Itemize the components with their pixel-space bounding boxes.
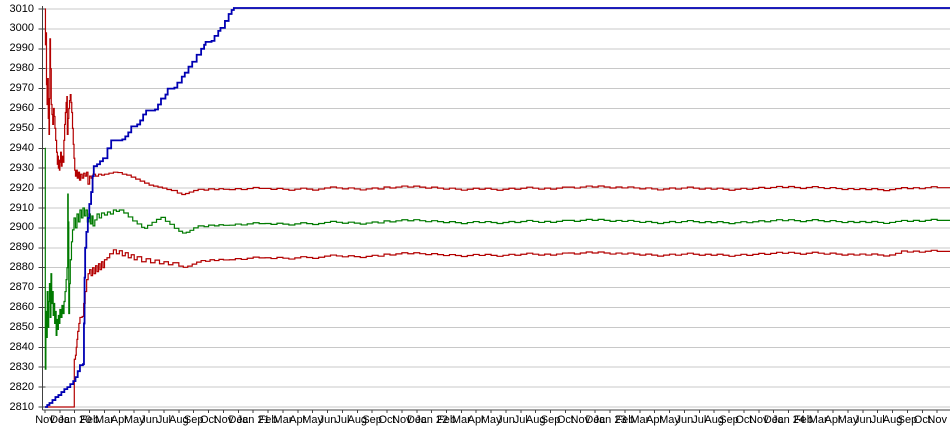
x-axis-tick-label: Aug — [704, 414, 724, 426]
x-axis-tick-label: May — [659, 414, 680, 426]
y-axis-tick-label: 2950 — [9, 121, 34, 134]
x-axis-tick-label: Apr — [110, 414, 128, 426]
x-axis-tick-label: Jan 21 — [236, 414, 270, 426]
x-axis-tick-label: Jan 23 — [593, 414, 627, 426]
y-axis-tick-label: 2970 — [9, 82, 34, 95]
blue-cumulative-line — [45, 7, 950, 408]
x-axis-tick-label: Mar — [451, 414, 471, 426]
x-axis-tick-label: Oct — [378, 414, 396, 426]
x-axis-tick-label: May — [480, 414, 502, 426]
x-axis-tick-label: Nov — [748, 414, 769, 426]
x-axis-tick-label: Jan 22 — [415, 414, 449, 426]
lower-red-band — [45, 249, 950, 408]
x-axis-tick-label: Nov — [392, 414, 412, 426]
x-axis-tick-label: Apr — [646, 414, 664, 426]
x-axis-tick-label: Nov — [213, 414, 234, 426]
x-axis-tick-label: Oct — [556, 414, 574, 426]
x-axis-tick-label: Jun — [318, 414, 337, 426]
y-axis-tick-label: 2810 — [9, 400, 34, 413]
x-axis-tick-label: Dec — [763, 414, 784, 426]
x-axis-tick-label: Aug — [169, 414, 189, 426]
x-axis-tick-label: Mar — [273, 414, 293, 426]
x-axis-tick-label: May — [123, 414, 145, 426]
green-mid-line — [44, 147, 950, 370]
x-axis-tick-label: Oct — [913, 414, 931, 426]
y-axis-tick-label: 2860 — [9, 301, 34, 313]
y-axis-tick-label: 2900 — [9, 221, 34, 234]
x-axis-tick-label: Jun — [140, 414, 158, 426]
y-axis-tick-label: 3000 — [9, 22, 34, 35]
x-axis-tick-label: Feb — [258, 414, 278, 426]
y-axis-tick-label: 2980 — [9, 62, 34, 75]
y-axis-tick-label: 2870 — [9, 281, 34, 294]
y-axis-tick-label: 2920 — [9, 181, 34, 194]
y-axis-tick-label: 2930 — [9, 161, 34, 174]
x-axis-tick-label: Sep — [719, 414, 739, 426]
x-axis-tick-label: Feb — [615, 414, 635, 426]
y-axis-tick-label: 2940 — [9, 141, 34, 154]
x-axis-tick-label: Mar — [630, 414, 650, 426]
x-axis-tick-label: Jul — [513, 414, 528, 426]
x-axis-tick-label: Mar — [94, 414, 114, 426]
x-axis-tick-label: Sep — [183, 414, 204, 426]
y-axis-tick-label: 2880 — [9, 261, 34, 274]
y-axis-tick-label: 2890 — [9, 241, 34, 254]
x-axis-tick-label: Nov — [927, 414, 947, 426]
x-axis-tick-label: Sep — [540, 414, 561, 426]
y-axis-tick-label: 2960 — [9, 102, 34, 114]
y-axis-tick-label: 2850 — [9, 320, 34, 333]
y-axis-tick-label: 2910 — [9, 201, 34, 214]
x-axis-tick-label: Jul — [156, 414, 171, 426]
x-axis-tick-label: Aug — [525, 414, 546, 426]
x-axis-tick-label: Feb — [793, 414, 813, 426]
x-axis-tick-label: Oct — [735, 414, 753, 426]
x-axis-tick-label: May — [302, 414, 324, 426]
x-axis-tick-label: Jun — [497, 414, 515, 426]
y-axis-tick-label: 2820 — [9, 380, 34, 393]
x-axis-tick-label: Aug — [882, 414, 903, 426]
upper-red-band — [44, 8, 950, 196]
x-axis-tick-label: Dec — [406, 414, 427, 426]
x-axis-tick-label: Dec — [228, 414, 249, 426]
x-axis-tick-label: Oct — [200, 414, 218, 426]
y-axis-tick-label: 2840 — [9, 340, 34, 353]
x-axis-tick-label: May — [837, 414, 859, 426]
x-axis-tick-label: Jan 20 — [58, 414, 92, 426]
x-axis-tick-label: Sep — [897, 414, 918, 426]
x-axis-tick-label: Apr — [824, 414, 842, 426]
x-axis-tick-label: Aug — [347, 414, 368, 426]
x-axis-tick-label: Jul — [870, 414, 885, 426]
x-axis-tick-label: Nov — [35, 414, 55, 426]
x-axis-tick-label: Dec — [50, 414, 70, 426]
x-axis-tick-label: Nov — [570, 414, 591, 426]
y-axis-tick-label: 2830 — [9, 360, 34, 373]
x-axis-tick-label: Feb — [80, 414, 100, 426]
x-axis-tick-label: Jun — [853, 414, 872, 426]
x-axis-tick-label: Jan 24 — [771, 414, 806, 426]
x-axis-tick-label: Dec — [585, 414, 605, 426]
x-axis-tick-label: Feb — [437, 414, 456, 426]
x-axis-tick-label: Jul — [335, 414, 350, 426]
y-axis-tick-label: 3010 — [9, 2, 34, 15]
x-axis-tick-label: Apr — [289, 414, 307, 426]
x-axis-tick-label: Jul — [692, 414, 707, 426]
x-axis-tick-label: Apr — [467, 414, 485, 426]
x-axis-tick-label: Mar — [808, 414, 828, 426]
x-axis-tick-label: Jun — [675, 414, 694, 426]
x-axis-tick-label: Sep — [362, 414, 382, 426]
y-axis-tick-label: 2990 — [9, 42, 34, 55]
